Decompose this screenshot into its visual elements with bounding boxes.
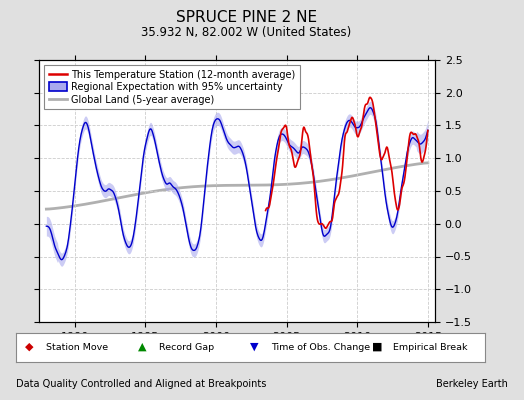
Text: SPRUCE PINE 2 NE: SPRUCE PINE 2 NE — [176, 10, 317, 25]
Text: Data Quality Controlled and Aligned at Breakpoints: Data Quality Controlled and Aligned at B… — [16, 379, 266, 389]
Text: Empirical Break: Empirical Break — [393, 342, 468, 352]
Text: Berkeley Earth: Berkeley Earth — [436, 379, 508, 389]
Legend: This Temperature Station (12-month average), Regional Expectation with 95% uncer: This Temperature Station (12-month avera… — [44, 65, 300, 110]
Text: ▼: ▼ — [250, 342, 259, 352]
Text: 35.932 N, 82.002 W (United States): 35.932 N, 82.002 W (United States) — [141, 26, 352, 39]
Text: Station Move: Station Move — [46, 342, 108, 352]
Text: Record Gap: Record Gap — [159, 342, 214, 352]
Text: ▲: ▲ — [138, 342, 146, 352]
Text: ◆: ◆ — [25, 342, 34, 352]
Text: Time of Obs. Change: Time of Obs. Change — [271, 342, 370, 352]
Text: ■: ■ — [372, 342, 383, 352]
